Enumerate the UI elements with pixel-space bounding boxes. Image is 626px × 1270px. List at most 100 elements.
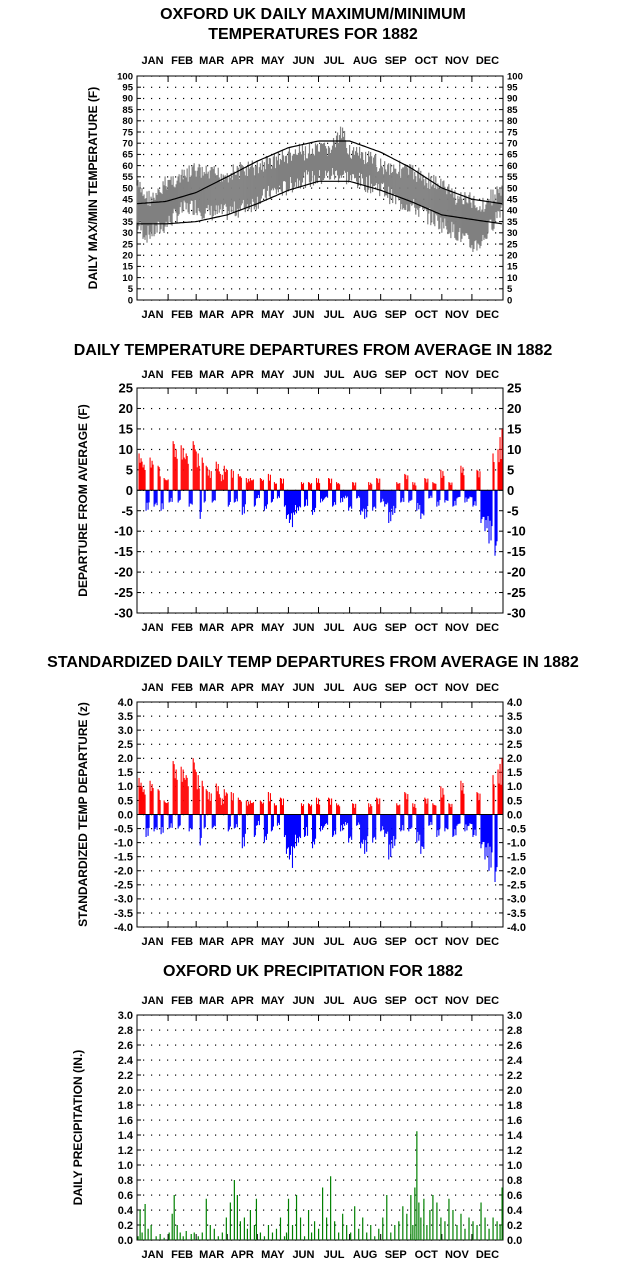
daily-bar [272,490,274,500]
grid-dot [375,243,377,245]
grid-dot [471,142,473,144]
grid-dot [391,232,393,234]
grid-dot [191,142,193,144]
grid-dot [215,243,217,245]
grid-dot [319,265,321,268]
grid-dot [287,1149,289,1151]
grid-dot [415,120,417,122]
daily-bar [483,814,485,842]
daily-bar [267,473,269,491]
month-label-top: MAY [261,369,285,381]
daily-bar [489,814,491,847]
grid-dot [391,842,393,844]
daily-bar [207,799,209,815]
grid-dot [399,912,401,914]
grid-dot [343,198,345,200]
precip-bar [456,1225,458,1240]
grid-dot [359,530,361,532]
grid-dot [367,243,369,245]
month-label-bottom: JUL [324,936,345,948]
daily-bar [413,806,415,815]
daily-bar [491,490,493,527]
daily-bar [375,814,377,840]
precip-bar [147,1228,149,1240]
grid-dot [271,86,273,88]
grid-dot [159,1074,161,1076]
grid-dot [319,97,321,100]
grid-dot [471,1194,473,1196]
grid-dot [343,1194,345,1196]
grid-dot [295,1194,297,1196]
grid-dot [463,86,465,88]
grid-dot [439,884,441,886]
grid-dot [367,715,369,717]
grid-dot [423,176,425,178]
grid-dot [367,1149,369,1151]
grid-dot [159,86,161,88]
grid-dot [447,530,449,532]
grid-dot [279,1029,281,1031]
grid-dot [207,221,209,223]
grid-dot [191,1164,193,1166]
grid-dot [487,86,489,88]
daily-bar [413,484,415,491]
grid-dot [431,288,433,290]
grid-dot [207,1059,209,1061]
grid-dot [255,1089,257,1091]
grid-dot [295,1119,297,1121]
daily-bar [280,478,282,491]
grid-dot [471,469,473,471]
grid-dot [439,912,441,914]
grid-dot [431,884,433,886]
grid-dot [279,277,281,279]
grid-dot [415,757,417,759]
grid-dot [327,1194,329,1196]
grid-dot [463,771,465,774]
precip-bar [163,1237,165,1240]
grid-dot [383,842,385,844]
grid-dot [199,1044,201,1046]
grid-dot [359,243,361,245]
precip-bar [137,1236,139,1240]
grid-dot [199,142,201,144]
daily-bar [482,814,484,842]
grid-dot [255,243,257,245]
daily-bar [356,814,358,826]
grid-dot [487,1119,489,1121]
grid-dot [359,856,361,858]
grid-dot [343,828,345,830]
daily-bar [303,814,306,837]
grid-dot [335,407,337,410]
grid-dot [167,799,169,802]
grid-dot [279,1044,281,1046]
grid-dot [439,757,441,759]
grid-dot [391,1164,393,1166]
grid-dot [423,165,425,167]
grid-dot [479,1074,481,1076]
daily-bar [309,806,312,815]
daily-bar [458,490,460,498]
daily-bar [294,490,297,505]
grid-dot [399,428,401,430]
grid-dot [415,571,417,573]
grid-dot [471,510,473,512]
grid-dot [367,254,369,256]
grid-dot [239,1194,241,1196]
grid-dot [375,856,377,858]
daily-bar [387,814,389,832]
grid-dot [415,1134,417,1136]
grid-dot [271,131,273,133]
daily-bar [337,483,339,491]
grid-dot [183,265,185,268]
grid-dot [415,448,417,451]
grid-dot [239,551,241,553]
grid-dot [343,510,345,512]
daily-bar [375,490,377,509]
grid-dot [247,1044,249,1046]
grid-dot [287,571,289,573]
grid-dot [431,1194,433,1196]
y-tick-label-left: -30 [114,606,133,621]
grid-dot [351,912,353,914]
grid-dot [471,799,473,802]
daily-bar [224,795,226,815]
